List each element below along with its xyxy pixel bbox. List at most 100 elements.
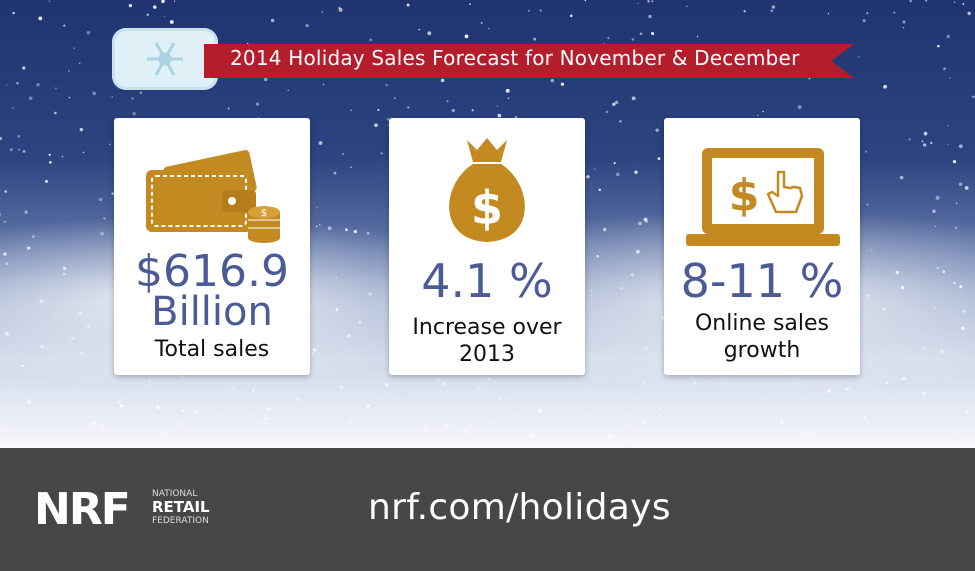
snowflake-dot xyxy=(155,405,160,410)
snowflake-dot xyxy=(3,220,6,223)
snowflake-dot xyxy=(36,83,40,87)
snowflake-dot xyxy=(946,34,950,39)
snowflake-dot xyxy=(296,397,300,401)
snowflake-dot xyxy=(335,276,338,279)
snowflake-dot xyxy=(923,143,927,147)
snowflake-dot xyxy=(514,115,518,119)
label-line1: Increase over xyxy=(412,315,562,340)
snowflake-dot xyxy=(287,89,289,92)
snowflake-dot xyxy=(885,330,888,333)
snowflake-dot xyxy=(603,227,607,232)
logo-sub-national: NATIONAL xyxy=(152,489,198,499)
snowflake-dot xyxy=(488,27,490,30)
snowflake-dot xyxy=(469,3,471,5)
snowflake-dot xyxy=(153,5,157,9)
snowflake-dot xyxy=(387,124,389,126)
snowflake-dot xyxy=(943,67,946,71)
snowflake-dot xyxy=(934,371,936,374)
snowflake-dot xyxy=(28,96,33,101)
snowflake-dot xyxy=(4,190,8,193)
snowflake-dot xyxy=(605,110,609,114)
snowflake-dot xyxy=(63,273,66,276)
snowflake-dot xyxy=(637,2,639,5)
snowflake-dot xyxy=(424,427,428,432)
snowflake-dot xyxy=(590,289,592,292)
snowflake-dot xyxy=(464,34,469,39)
snowflake-dot xyxy=(393,97,396,100)
snowflake-dot xyxy=(451,108,455,113)
snowflake-dot xyxy=(659,408,661,410)
snowflake-dot xyxy=(954,226,958,230)
snowflake-dot xyxy=(921,140,924,143)
snowflake-dot xyxy=(885,381,888,384)
snowflake-dot xyxy=(265,417,269,421)
snowflake-dot xyxy=(883,84,888,89)
snowflake-dot xyxy=(247,42,249,45)
nrf-logo[interactable]: NRF NATIONAL RETAIL FEDERATION xyxy=(34,485,234,535)
snowflake-dot xyxy=(909,0,912,3)
snowflake-dot xyxy=(11,387,15,390)
snowflake-dot xyxy=(696,35,699,38)
snowflake-dot xyxy=(386,117,390,121)
logo-sub-retail: RETAIL xyxy=(152,498,210,516)
snowflake-dot xyxy=(347,334,351,338)
snowflake-dot xyxy=(827,13,830,15)
snowflake-dot xyxy=(374,123,378,127)
snowflake-dot xyxy=(91,421,96,426)
snowflake-dot xyxy=(63,24,66,27)
snowflake-dot xyxy=(79,127,84,132)
snowflake-dot xyxy=(61,155,64,158)
snowflake-dot xyxy=(350,166,352,168)
snowflake-dot xyxy=(743,10,746,13)
snowflake-dot xyxy=(342,153,344,155)
snowflake-dot xyxy=(866,203,869,206)
snowflake-dot xyxy=(925,331,928,334)
snowflake-dot xyxy=(377,108,380,111)
snowflake-dot xyxy=(44,179,49,183)
snowflake-dot xyxy=(803,432,805,434)
snowflake-dot xyxy=(930,141,933,145)
snowflake-dot xyxy=(73,47,76,50)
snowflake-dot xyxy=(487,377,491,382)
value-line1: $616.9 xyxy=(135,246,289,297)
snowflake-dot xyxy=(173,0,176,2)
snowflake-dot xyxy=(634,170,638,174)
snowflake-dot xyxy=(311,352,315,355)
snowflake-dot xyxy=(645,219,649,223)
snowflake-dot xyxy=(612,102,616,106)
snowflake-dot xyxy=(953,281,956,285)
snowflake-dot xyxy=(2,429,6,432)
snowflake-dot xyxy=(366,231,370,235)
snowflake-dot xyxy=(316,206,318,209)
snowflake-dot xyxy=(800,396,803,399)
snowflake-dot xyxy=(497,113,502,118)
snowflake-dot xyxy=(3,252,7,256)
snowflake-dot xyxy=(399,398,401,401)
snowflake-dot xyxy=(967,11,971,16)
website-link[interactable]: nrf.com/holidays xyxy=(368,487,671,528)
snowflake-dot xyxy=(958,182,963,186)
snowflake-dot xyxy=(48,0,51,2)
snowflake-dot xyxy=(87,325,91,329)
snowflake-dot xyxy=(406,3,410,7)
snowflake-dot xyxy=(338,7,343,12)
snowflake-dot xyxy=(54,111,57,115)
snowflake-dot xyxy=(496,105,499,107)
snowflake-dot xyxy=(619,120,622,123)
snowflake-dot xyxy=(797,105,802,110)
snowflake-dot xyxy=(99,197,103,202)
wallet-icon: $ xyxy=(146,150,280,243)
label-line2: growth xyxy=(723,338,801,363)
logo-wordmark: NRF xyxy=(34,484,131,535)
snowflake-dot xyxy=(858,56,860,58)
snowflake-dot xyxy=(40,344,45,349)
snowflake-dot xyxy=(899,175,904,180)
snowflake-dot xyxy=(779,420,784,425)
snowflake-dot xyxy=(100,231,104,236)
snowflake-dot xyxy=(353,230,357,234)
snowflake-dot xyxy=(139,91,143,94)
snowflake-dot xyxy=(18,148,20,151)
snowflake-dot xyxy=(118,401,121,404)
snowflake-dot xyxy=(620,287,622,289)
snowflake-dot xyxy=(22,66,26,70)
